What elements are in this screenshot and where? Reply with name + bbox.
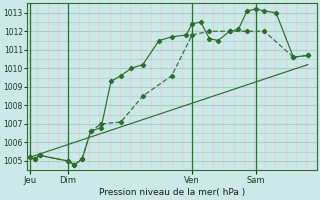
X-axis label: Pression niveau de la mer( hPa ): Pression niveau de la mer( hPa ) bbox=[99, 188, 245, 197]
